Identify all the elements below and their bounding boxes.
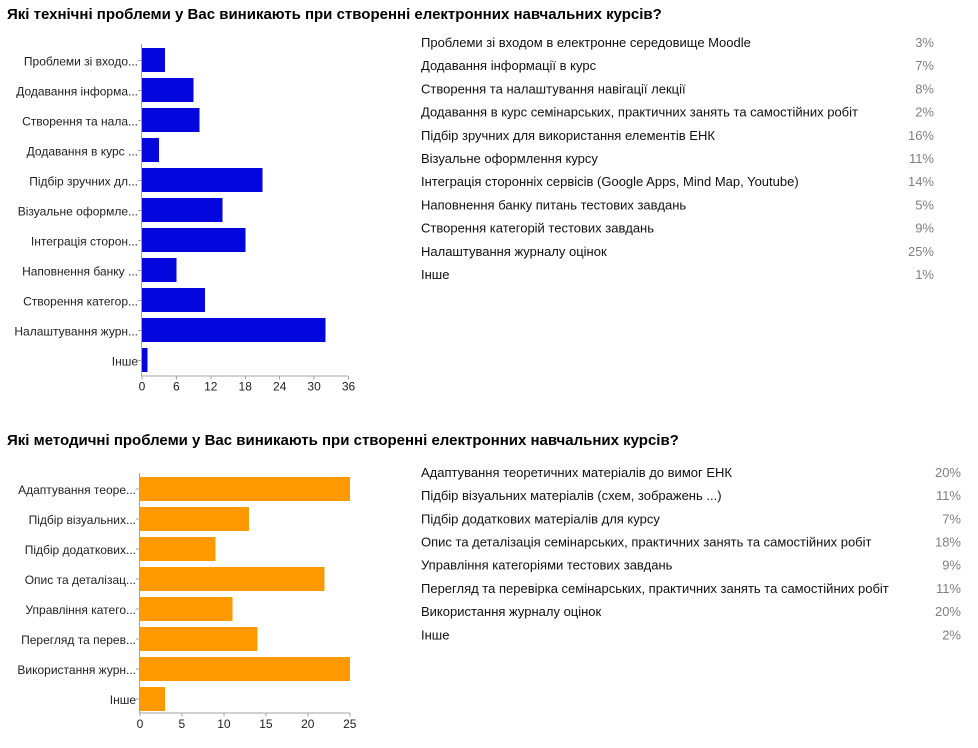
svg-text:20: 20 <box>301 717 315 731</box>
svg-text:Додавання інформації в курс: Додавання інформації в курс <box>421 58 597 73</box>
svg-text:Які методичні проблеми у Вас в: Які методичні проблеми у Вас виникають п… <box>7 432 679 449</box>
svg-text:Налаштування журналу оцінок: Налаштування журналу оцінок <box>421 244 607 259</box>
svg-text:Створення та налаштування наві: Створення та налаштування навігації лекц… <box>421 81 686 96</box>
svg-text:0: 0 <box>139 380 146 394</box>
svg-text:Опис та деталізація семінарськ: Опис та деталізація семінарських, практи… <box>421 535 872 550</box>
svg-text:Підбір додаткових...: Підбір додаткових... <box>25 543 136 557</box>
svg-text:24: 24 <box>273 380 287 394</box>
svg-text:11%: 11% <box>909 151 934 166</box>
svg-text:15: 15 <box>259 717 273 731</box>
svg-text:Опис та деталізац...: Опис та деталізац... <box>25 573 136 587</box>
svg-text:18: 18 <box>239 380 253 394</box>
svg-text:Адаптування теоретичних матері: Адаптування теоретичних матеріалів до ви… <box>421 465 732 480</box>
svg-text:10: 10 <box>217 717 231 731</box>
svg-text:Використання журн...: Використання журн... <box>17 663 136 677</box>
svg-text:Візуальне оформле...: Візуальне оформле... <box>18 205 138 219</box>
svg-text:6: 6 <box>173 380 180 394</box>
svg-text:Наповнення банку ...: Наповнення банку ... <box>22 265 138 279</box>
svg-text:Перегляд та перевірка семінарс: Перегляд та перевірка семінарських, прак… <box>421 581 889 596</box>
svg-text:20%: 20% <box>935 604 961 619</box>
svg-text:Підбір додаткових матеріалів д: Підбір додаткових матеріалів для курсу <box>421 511 660 526</box>
svg-text:16%: 16% <box>908 128 934 143</box>
svg-text:7%: 7% <box>942 511 961 526</box>
svg-text:14%: 14% <box>908 174 934 189</box>
svg-text:Додавання в курс ...: Додавання в курс ... <box>27 145 138 159</box>
svg-text:Наповнення банку питань тестов: Наповнення банку питань тестових завдань <box>421 198 686 213</box>
svg-text:5%: 5% <box>915 198 934 213</box>
svg-text:Підбір зручних для використанн: Підбір зручних для використання елементі… <box>421 128 715 143</box>
svg-text:Управління катего...: Управління катего... <box>25 603 136 617</box>
svg-text:Налаштування журн...: Налаштування журн... <box>14 325 138 339</box>
svg-text:18%: 18% <box>935 535 961 550</box>
svg-text:Управління категоріями тестови: Управління категоріями тестових завдань <box>421 558 673 573</box>
svg-text:Підбір візуальних матеріалів (: Підбір візуальних матеріалів (схем, зобр… <box>421 488 722 503</box>
svg-text:9%: 9% <box>915 221 934 236</box>
svg-text:Інтеграція сторон...: Інтеграція сторон... <box>31 235 138 249</box>
svg-text:20%: 20% <box>935 465 961 480</box>
svg-text:8%: 8% <box>915 81 934 96</box>
svg-text:Інше: Інше <box>421 627 449 642</box>
svg-text:Проблеми зі входом в електронн: Проблеми зі входом в електронне середови… <box>421 35 751 50</box>
svg-text:0: 0 <box>137 717 144 731</box>
svg-text:30: 30 <box>307 380 321 394</box>
svg-text:11%: 11% <box>936 488 961 503</box>
svg-text:Перегляд та перев...: Перегляд та перев... <box>21 633 136 647</box>
svg-text:Інше: Інше <box>421 267 449 282</box>
svg-text:Проблеми зі входо...: Проблеми зі входо... <box>24 54 138 68</box>
svg-text:25%: 25% <box>908 244 934 259</box>
svg-text:2%: 2% <box>942 627 961 642</box>
svg-text:12: 12 <box>204 380 218 394</box>
svg-text:Інше: Інше <box>110 693 137 707</box>
svg-text:Адаптування теоре...: Адаптування теоре... <box>18 483 136 497</box>
svg-text:Додавання інформа...: Додавання інформа... <box>16 84 138 98</box>
svg-text:11%: 11% <box>936 581 961 596</box>
svg-text:Підбір візуальних...: Підбір візуальних... <box>29 513 136 527</box>
svg-text:Які технічні проблеми у Вас ви: Які технічні проблеми у Вас виникають пр… <box>7 6 662 23</box>
svg-text:9%: 9% <box>942 558 961 573</box>
svg-text:Використання журналу оцінок: Використання журналу оцінок <box>421 604 602 619</box>
svg-text:1%: 1% <box>915 267 934 282</box>
svg-text:36: 36 <box>342 380 356 394</box>
svg-text:3%: 3% <box>915 35 934 50</box>
svg-text:7%: 7% <box>915 58 934 73</box>
svg-text:Створення категорій тестових з: Створення категорій тестових завдань <box>421 221 654 236</box>
svg-text:5: 5 <box>179 717 186 731</box>
svg-text:Підбір зручних дл...: Підбір зручних дл... <box>29 175 138 189</box>
svg-text:Додавання в курс семінарських,: Додавання в курс семінарських, практични… <box>421 105 858 120</box>
svg-text:Створення та нала...: Створення та нала... <box>22 114 138 128</box>
svg-text:2%: 2% <box>915 105 934 120</box>
svg-text:Візуальне оформлення курсу: Візуальне оформлення курсу <box>421 151 598 166</box>
svg-text:Створення категор...: Створення категор... <box>23 295 138 309</box>
svg-text:Інтеграція сторонніх сервісів: Інтеграція сторонніх сервісів (Google Ap… <box>421 174 799 189</box>
svg-text:25: 25 <box>343 717 357 731</box>
svg-text:Інше: Інше <box>112 355 139 369</box>
